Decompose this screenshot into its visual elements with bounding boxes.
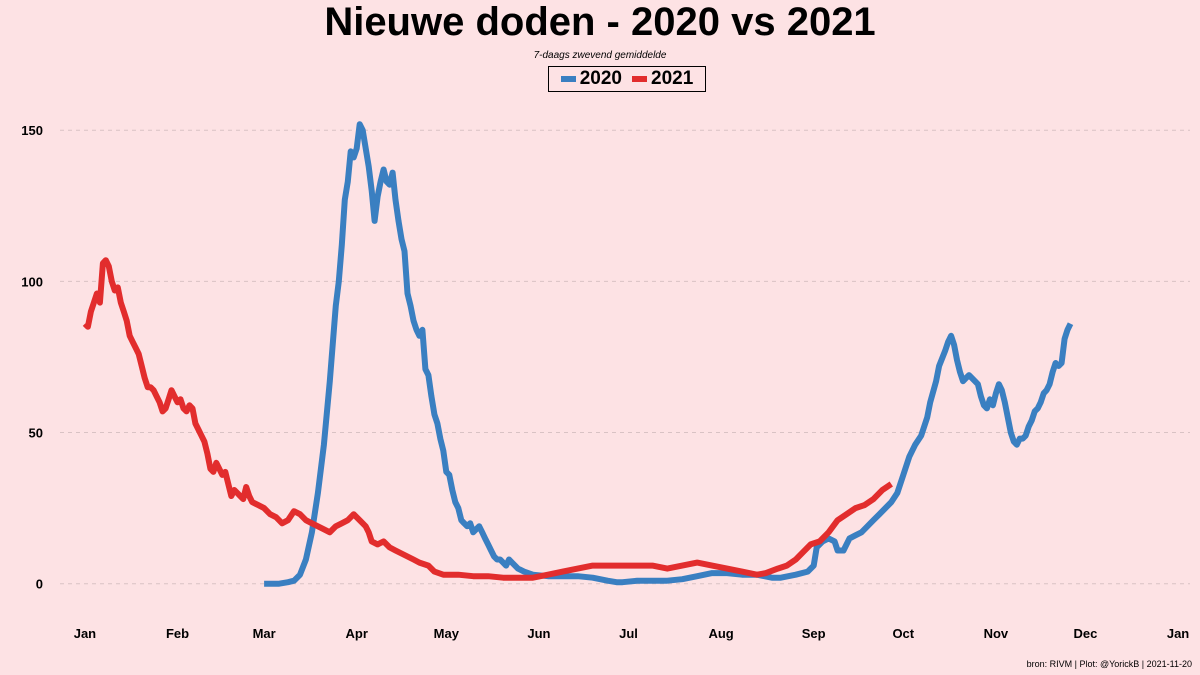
x-tick-label-1: Feb bbox=[166, 626, 189, 641]
legend-swatch-2020 bbox=[560, 76, 576, 82]
legend: 2020 2021 bbox=[548, 66, 706, 92]
x-tick-label-9: Oct bbox=[892, 626, 914, 641]
chart-title: Nieuwe doden - 2020 vs 2021 bbox=[324, 0, 876, 44]
y-tick-label-50: 50 bbox=[29, 426, 43, 441]
x-tick-label-5: Jun bbox=[527, 626, 550, 641]
legend-entry-2020: 2020 bbox=[560, 68, 622, 90]
y-tick-label-0: 0 bbox=[36, 577, 43, 592]
x-tick-label-6: Jul bbox=[619, 626, 638, 641]
x-tick-label-0: Jan bbox=[74, 626, 96, 641]
series-line-2021 bbox=[82, 257, 893, 581]
x-tick-label-3: Apr bbox=[346, 626, 368, 641]
x-tick-label-7: Aug bbox=[708, 626, 733, 641]
x-tick-label-8: Sep bbox=[802, 626, 826, 641]
x-tick-label-2: Mar bbox=[253, 626, 276, 641]
x-tick-label-11: Dec bbox=[1074, 626, 1098, 641]
y-tick-label-100: 100 bbox=[21, 274, 43, 289]
x-tick-label-12: Jan bbox=[1167, 626, 1189, 641]
legend-swatch-2021 bbox=[632, 76, 647, 82]
y-tick-label-150: 150 bbox=[21, 123, 43, 138]
x-tick-label-4: May bbox=[434, 626, 460, 641]
x-tick-label-10: Nov bbox=[984, 626, 1009, 641]
series-line-2020 bbox=[264, 121, 1074, 587]
legend-label-2020: 2020 bbox=[579, 68, 622, 89]
source-caption: bron: RIVM | Plot: @YorickB | 2021-11-20 bbox=[1026, 659, 1192, 669]
legend-entry-2021: 2021 bbox=[632, 68, 693, 90]
legend-label-2021: 2021 bbox=[651, 68, 694, 89]
chart-subtitle: 7-daags zwevend gemiddelde bbox=[533, 50, 667, 61]
